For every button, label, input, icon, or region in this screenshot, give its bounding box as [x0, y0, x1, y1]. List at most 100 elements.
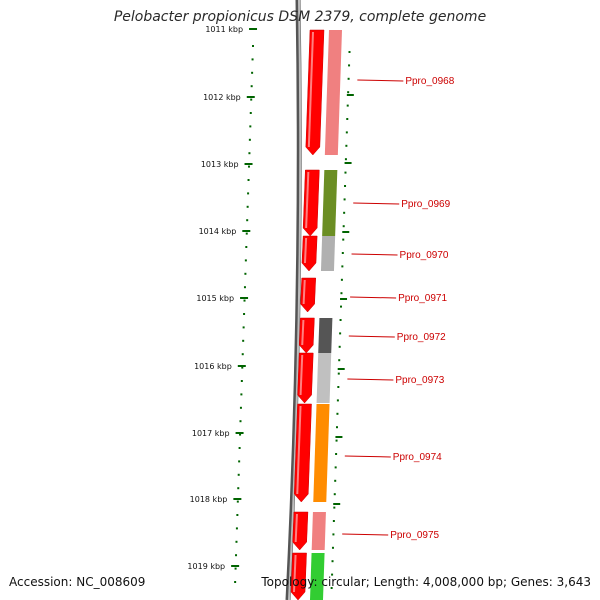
minor-tick [240, 393, 243, 396]
minor-tick [332, 520, 335, 522]
backbone-highlight [288, 0, 302, 600]
kbp-tick-label: 1016 kbp [194, 362, 232, 371]
minor-tick [336, 412, 339, 415]
kbp-tick-label: 1014 kbp [199, 227, 237, 236]
cog-block [313, 404, 330, 502]
minor-tick [346, 118, 349, 120]
cog-block [310, 553, 325, 600]
minor-tick [331, 573, 334, 576]
minor-tick [342, 225, 345, 228]
minor-tick [339, 319, 342, 321]
minor-tick [331, 546, 334, 549]
gene-arrow-highlight [296, 405, 302, 495]
gene-arrow [300, 277, 316, 313]
cog-block [318, 318, 333, 353]
minor-tick [239, 433, 242, 436]
minor-tick [234, 581, 237, 583]
minor-tick [235, 540, 238, 543]
minor-tick [337, 372, 340, 375]
minor-tick [337, 386, 340, 388]
minor-tick [335, 453, 338, 455]
minor-tick [235, 554, 238, 557]
minor-tick [251, 71, 254, 74]
cog-block [320, 236, 336, 271]
minor-tick [341, 265, 344, 268]
kbp-tick-label: 1018 kbp [190, 495, 228, 504]
kbp-tick-label: 1015 kbp [196, 294, 234, 303]
gene-label-leader [351, 253, 398, 256]
minor-tick [333, 506, 336, 509]
minor-tick [330, 587, 333, 589]
minor-tick [247, 179, 250, 181]
minor-tick [335, 426, 338, 429]
gene-track [290, 29, 325, 600]
minor-tick [246, 219, 249, 222]
minor-tick [243, 286, 246, 289]
gene-arrow-highlight [303, 237, 308, 264]
minor-tick [242, 339, 245, 342]
minor-tick [340, 305, 343, 308]
gene-label: Ppro_0969 [401, 199, 450, 210]
minor-tick [331, 560, 334, 563]
kbp-tick-label: 1013 kbp [201, 160, 239, 169]
minor-tick [335, 439, 338, 442]
gene-label: Ppro_0971 [398, 293, 447, 304]
gene-arrow [298, 317, 315, 354]
minor-tick [246, 205, 249, 208]
minor-tick [245, 232, 248, 235]
gene-label-leader [357, 79, 404, 82]
cog-track [310, 30, 342, 600]
minor-tick [244, 272, 247, 275]
minor-tick [241, 366, 244, 369]
minor-tick [340, 292, 343, 295]
gene-arrow [301, 235, 318, 272]
minor-tick [339, 332, 342, 335]
gene-arrow-highlight [294, 513, 298, 543]
accession-text: Accession: NC_008609 [9, 575, 146, 589]
minor-tick [239, 420, 242, 423]
minor-tick [347, 77, 350, 80]
gene-arrow-highlight [301, 319, 305, 346]
minor-tick [342, 238, 345, 241]
backbone-arc [285, 0, 302, 600]
cog-block [324, 30, 342, 155]
kbp-ruler: 1011 kbp 1012 kbp 1013 kbp 1014 kbp 1015 kbp… [187, 25, 258, 571]
cog-block [311, 512, 326, 550]
minor-tick [251, 58, 254, 61]
minor-tick [340, 278, 343, 281]
gene-label-leader [348, 335, 395, 338]
minor-tick [249, 112, 252, 114]
minor-tick [346, 104, 349, 107]
genome-summary-text: Topology: circular; Length: 4,008,000 bp… [261, 575, 591, 589]
gene-label-leader [344, 455, 391, 458]
minor-tick [338, 359, 341, 362]
minor-tick [245, 246, 248, 248]
minor-tick [236, 500, 239, 503]
minor-tick [249, 125, 252, 128]
gene-labels: Ppro_0968 Ppro_0969 Ppro_0970 Ppro_0971 Ppro… [342, 76, 455, 541]
minor-tick [345, 144, 348, 147]
minor-tick [332, 533, 335, 536]
gene-label-leader [350, 296, 397, 299]
minor-tick [248, 152, 251, 155]
minor-tick [241, 353, 244, 356]
gene-label-leader [347, 378, 394, 381]
minor-tick [243, 313, 246, 315]
minor-tick [252, 45, 254, 47]
minor-tick [344, 171, 347, 174]
kbp-tick-label: 1017 kbp [192, 429, 230, 438]
minor-tick [242, 326, 245, 329]
gene-arrow-highlight [299, 354, 304, 396]
gene-label-leader [342, 533, 389, 536]
backbone-line [285, 0, 302, 600]
gene-arrow [297, 352, 314, 404]
gene-label: Ppro_0973 [395, 375, 444, 386]
gene-arrow [292, 511, 309, 551]
gene-label: Ppro_0972 [397, 332, 446, 343]
minor-tick-dots [234, 45, 354, 589]
minor-tick [247, 192, 250, 195]
minor-tick [333, 493, 336, 496]
kbp-tick-label: 1011 kbp [205, 25, 243, 34]
